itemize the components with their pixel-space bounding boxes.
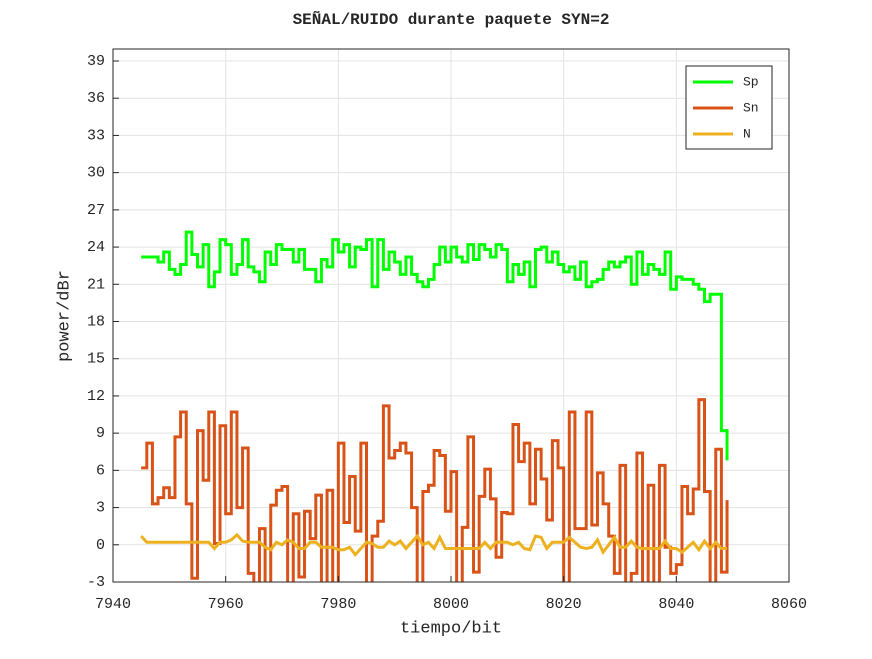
plot-marks [140, 230, 729, 582]
y-tick-label: 9 [96, 425, 105, 442]
series-line [141, 230, 729, 461]
legend-label: N [743, 126, 751, 141]
y-tick-label: 24 [87, 239, 105, 256]
y-tick-label: -3 [87, 574, 105, 591]
x-tick-label: 7980 [320, 596, 356, 613]
x-tick-label: 8000 [433, 596, 469, 613]
legend-label: Sn [743, 100, 759, 115]
y-tick-label: 33 [87, 127, 105, 144]
x-tick-label: 7960 [208, 596, 244, 613]
x-tick-label: 8060 [771, 596, 807, 613]
y-tick-label: 6 [96, 462, 105, 479]
x-tick-label: 8020 [546, 596, 582, 613]
y-tick-label: 0 [96, 537, 105, 554]
x-axis-label: tiempo/bit [400, 619, 502, 638]
y-tick-label: 3 [96, 500, 105, 517]
y-tick-label: 12 [87, 388, 105, 405]
y-tick-label: 18 [87, 313, 105, 330]
x-tick-label: 8040 [658, 596, 694, 613]
y-tick-label: 36 [87, 90, 105, 107]
legend: Sp Sn N [685, 65, 773, 150]
y-tick-label: 27 [87, 202, 105, 219]
y-tick-label: 15 [87, 351, 105, 368]
series-line [141, 398, 729, 582]
y-tick-label: 30 [87, 165, 105, 182]
y-tick-label: 21 [87, 276, 105, 293]
x-tick-label: 7940 [95, 596, 131, 613]
chart-title: SEÑAL/RUIDO durante paquete SYN=2 [293, 9, 610, 29]
series-line [140, 532, 728, 558]
legend-label: Sp [743, 74, 759, 89]
y-axis-label: power/dBr [55, 270, 74, 362]
y-tick-label: 39 [87, 53, 105, 70]
